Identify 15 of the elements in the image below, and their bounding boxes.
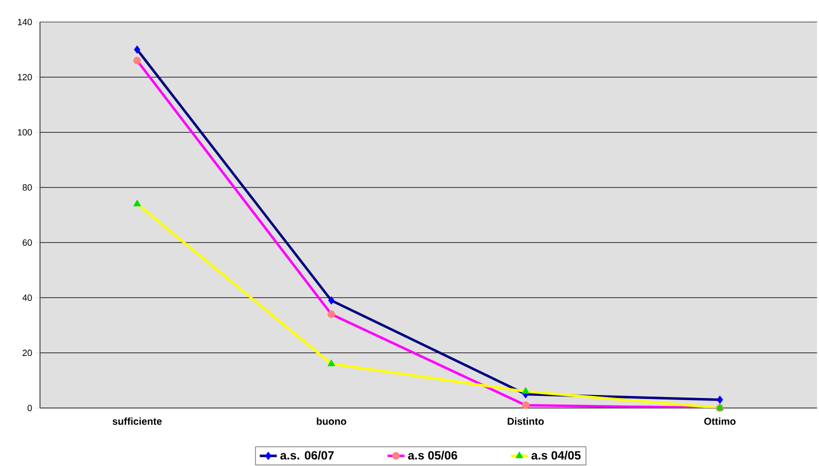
y-tick-label: 0 [28,404,32,412]
legend-label: a.s. 06/07 [280,450,334,460]
y-tick-label: 40 [22,294,32,301]
y-tick-label: 60 [22,239,32,246]
x-tick-label: Ottimo [704,418,736,425]
legend-label: a.s 05/06 [408,450,458,460]
x-tick-label: sufficiente [112,418,162,425]
y-tick-label: 140 [18,18,32,26]
legend-label: a.s 04/05 [531,450,581,460]
y-tick-label: 20 [22,350,32,356]
y-tick-label: 80 [22,184,32,191]
y-tick-label: 120 [18,74,32,80]
x-tick-label: buono [316,418,346,425]
y-tick-label: 100 [18,129,32,136]
x-tick-label: Distinto [508,418,544,425]
